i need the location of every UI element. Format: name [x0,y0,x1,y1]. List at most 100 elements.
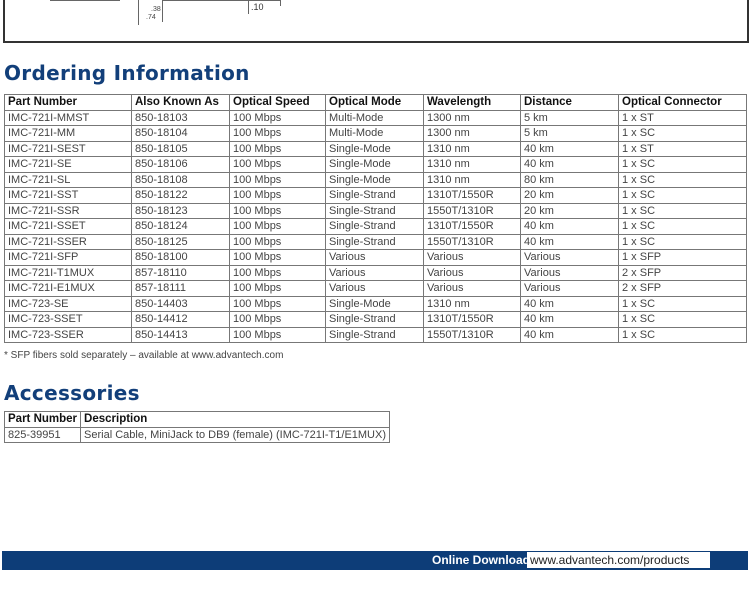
drawing-line [162,0,163,22]
table-cell: 1 x ST [618,140,747,157]
table-cell: Single-Mode [325,295,424,312]
table-cell: Multi-Mode [325,109,424,126]
table-cell: 100 Mbps [229,233,326,250]
table-cell: 100 Mbps [229,109,326,126]
table-cell: 1310 nm [423,295,521,312]
table-cell: 40 km [520,233,619,250]
table-row: IMC-721I-SSR 850-18123 100 Mbps Single-Stra… [4,202,747,219]
table-cell: 100 Mbps [229,202,326,219]
table-cell: 1550T/1310R [423,233,521,250]
table-cell: 100 Mbps [229,249,326,266]
table-cell: 100 Mbps [229,264,326,281]
table-cell: 850-18108 [131,171,230,188]
drawing-line [248,0,249,14]
table-cell: Single-Mode [325,171,424,188]
table-row: IMC-721I-SSET 850-18124 100 Mbps Single-Str… [4,218,747,235]
table-cell: 1310 nm [423,171,521,188]
table-cell: 1 x ST [618,109,747,126]
table-row: IMC-721I-SSER 850-18125 100 Mbps Single-Str… [4,233,747,250]
download-url-link[interactable]: www.advantech.com/products [527,552,710,568]
table-cell: 40 km [520,326,619,343]
footnote: * SFP fibers sold separately – available… [4,350,284,361]
table-cell: 40 km [520,311,619,328]
table-row: IMC-721I-E1MUX 857-18111 100 Mbps Various Va… [4,280,747,297]
table-cell: 850-14403 [131,295,230,312]
table-cell: IMC-721I-SL [4,171,132,188]
table-cell: 100 Mbps [229,295,326,312]
accessories-title: Accessories [4,381,140,405]
ordering-title: Ordering Information [4,61,250,85]
accessories-table: Part Number Description 825-39951 Serial Ca… [3,411,391,443]
drawing-line [138,0,139,25]
table-cell: IMC-723-SE [4,295,132,312]
table-cell: Single-Mode [325,140,424,157]
table-cell: 1310T/1550R [423,218,521,235]
table-cell: 850-18105 [131,140,230,157]
dimension-label: .10 [251,2,264,12]
table-cell: 850-18103 [131,109,230,126]
table-cell: Single-Strand [325,187,424,204]
table-cell: 1310 nm [423,140,521,157]
drawing-frame [3,0,749,43]
table-cell: IMC-721I-SST [4,187,132,204]
table-cell: Serial Cable, MiniJack to DB9 (female) (… [80,426,391,443]
table-cell: 857-18111 [131,280,230,297]
table-cell: Various [423,280,521,297]
table-cell: Various [520,280,619,297]
table-cell: 100 Mbps [229,187,326,204]
table-cell: 850-14413 [131,326,230,343]
footer-bar: Online Download www.advantech.com/produc… [2,551,748,570]
table-cell: 1300 nm [423,125,521,142]
table-cell: 850-18123 [131,202,230,219]
table-cell: IMC-723-SSER [4,326,132,343]
table-cell: 850-18100 [131,249,230,266]
table-cell: IMC-723-SSET [4,311,132,328]
column-header: Optical Speed [229,94,326,111]
table-cell: 1310T/1550R [423,311,521,328]
column-header: Distance [520,94,619,111]
table-cell: 1300 nm [423,109,521,126]
table-cell: 850-18124 [131,218,230,235]
dimension-label: .38 [151,6,161,13]
table-cell: Single-Strand [325,233,424,250]
table-cell: 20 km [520,187,619,204]
table-cell: 2 x SFP [618,264,747,281]
table-row: 825-39951 Serial Cable, MiniJack to DB9 (… [3,426,391,443]
table-cell: 1 x SC [618,218,747,235]
table-cell: IMC-721I-E1MUX [4,280,132,297]
table-cell: 850-18106 [131,156,230,173]
table-cell: IMC-721I-SSR [4,202,132,219]
table-cell: 1 x SC [618,171,747,188]
table-cell: IMC-721I-T1MUX [4,264,132,281]
table-cell: IMC-721I-SFP [4,249,132,266]
table-cell: IMC-721I-SEST [4,140,132,157]
table-cell: 40 km [520,295,619,312]
table-cell: 1 x SC [618,326,747,343]
table-cell: Single-Strand [325,218,424,235]
column-header: Optical Mode [325,94,424,111]
table-cell: Various [520,264,619,281]
table-cell: 857-18110 [131,264,230,281]
table-cell: 100 Mbps [229,280,326,297]
table-cell: 100 Mbps [229,140,326,157]
table-cell: 1 x SC [618,187,747,204]
table-row: IMC-721I-SFP 850-18100 100 Mbps Various Vari… [4,249,747,266]
table-cell: IMC-721I-MMST [4,109,132,126]
table-cell: 100 Mbps [229,218,326,235]
table-cell: 1 x SC [618,156,747,173]
table-cell: 100 Mbps [229,311,326,328]
table-cell: Various [520,249,619,266]
table-cell: 1 x SC [618,202,747,219]
table-cell: 40 km [520,140,619,157]
dimension-label: .74 [146,14,156,21]
ordering-table: Part Number Also Known As Optical Speed Opt… [4,94,747,343]
table-cell: IMC-721I-SE [4,156,132,173]
column-header: Part Number [3,411,82,428]
table-cell: 1310 nm [423,156,521,173]
column-header: Description [80,411,391,428]
table-cell: 2 x SFP [618,280,747,297]
table-row: IMC-723-SSER 850-14413 100 Mbps Single-Stra… [4,326,747,343]
table-cell: 850-18125 [131,233,230,250]
table-cell: 20 km [520,202,619,219]
table-cell: Single-Strand [325,326,424,343]
